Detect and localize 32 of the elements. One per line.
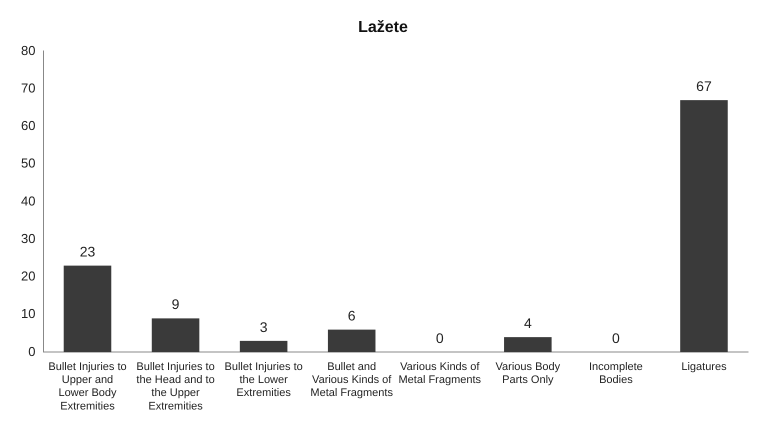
data-label: 3 <box>260 318 268 335</box>
bar <box>152 318 200 352</box>
data-label: 0 <box>612 330 620 346</box>
data-label: 0 <box>436 330 444 346</box>
y-tick-label: 20 <box>20 268 36 284</box>
x-tick-label: Various Kinds of Metal Fragments <box>398 360 482 386</box>
x-tick-label: Bullet Injuries to the Lower Extremities <box>224 360 303 400</box>
y-tick-label: 30 <box>20 230 36 246</box>
data-label: 23 <box>80 244 96 260</box>
bar <box>64 266 112 352</box>
x-tick-label: Bullet Injuries to Upper and Lower Body Extremities <box>48 360 127 412</box>
y-tick-label: 0 <box>28 344 36 359</box>
x-tick-label: Bullet Injuries to the Head and to the Upper Extremities <box>136 360 215 412</box>
y-tick-label: 70 <box>20 80 36 96</box>
x-tick-label: Ligatures <box>681 360 728 373</box>
x-tick-label: Various Body Parts Only <box>496 360 561 386</box>
y-tick-label: 60 <box>20 118 36 134</box>
bar <box>240 340 288 352</box>
bar <box>680 100 728 352</box>
data-label: 4 <box>524 315 532 332</box>
y-tick-label: 10 <box>20 306 36 322</box>
chart-title: Lažete <box>358 19 408 36</box>
y-tick-label: 50 <box>20 156 36 171</box>
bar <box>504 337 552 352</box>
y-tick-label: 40 <box>20 193 36 208</box>
y-tick-label: 80 <box>20 42 36 58</box>
x-tick-label: Bullet and Various Kinds of Metal Fragments <box>310 360 394 400</box>
x-tick-label: Incomplete Bodies <box>588 360 643 386</box>
data-label: 9 <box>172 296 180 312</box>
data-label: 6 <box>348 307 356 324</box>
data-label: 67 <box>696 78 712 94</box>
bar <box>328 330 376 352</box>
